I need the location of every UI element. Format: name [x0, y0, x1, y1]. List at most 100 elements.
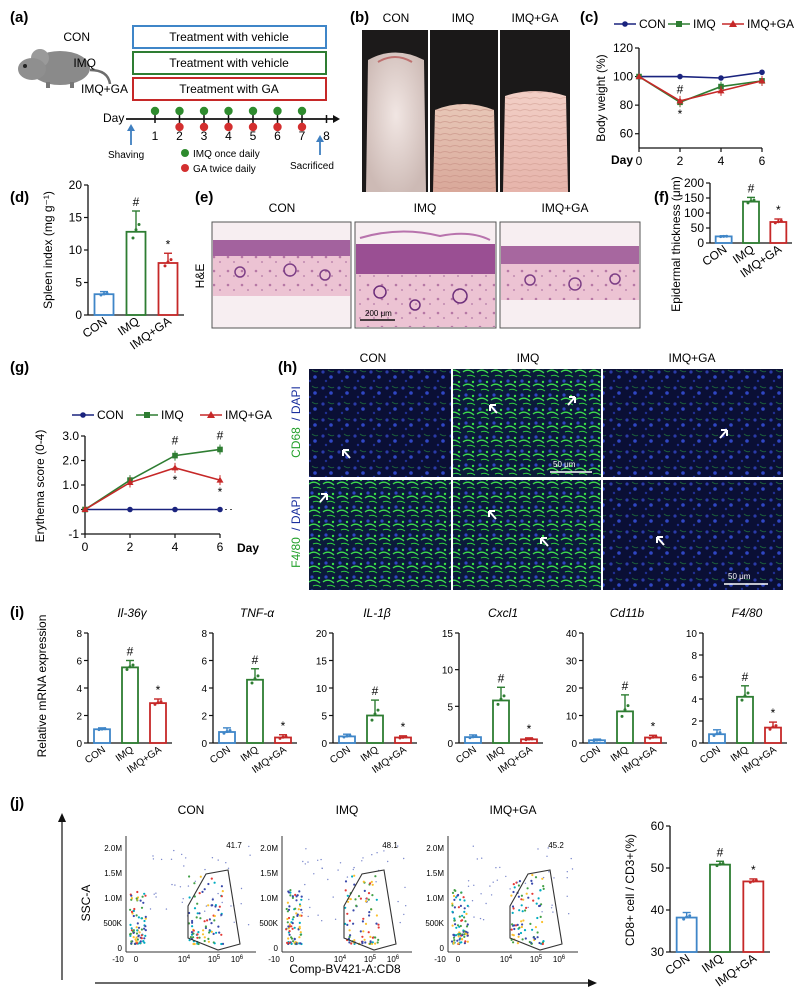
flow-event — [295, 912, 298, 915]
flow-event — [465, 912, 468, 916]
flow-event — [194, 880, 196, 882]
flow-event — [352, 909, 355, 912]
flow-event — [293, 937, 296, 940]
series-line-imq-ga — [638, 75, 763, 102]
flow-x-tick-exp: 5 — [539, 955, 543, 961]
ga-dose-dot-icon — [297, 122, 307, 132]
data-point — [401, 735, 405, 739]
flow-event — [299, 914, 302, 917]
data-point — [768, 727, 772, 731]
y-axis-title: CD8+ cell / CD3+(%) — [623, 834, 637, 946]
flow-event — [374, 936, 377, 939]
flow-event — [185, 857, 187, 859]
y-tick-label: 50 — [651, 861, 665, 875]
flow-event — [197, 942, 200, 946]
flow-event — [365, 898, 367, 900]
flow-event — [300, 895, 303, 898]
flow-event — [399, 921, 401, 924]
flow-event — [465, 925, 469, 928]
data-point — [776, 220, 780, 224]
flow-event — [468, 906, 470, 908]
y-tick-label: 60 — [651, 819, 665, 833]
significance-mark: # — [133, 195, 140, 209]
treatment-text-imq: Treatment with vehicle — [169, 56, 289, 70]
flow-x-tick-label: 106 — [387, 955, 400, 964]
panel-b-label: (b) — [350, 9, 369, 26]
panel-i-label: (i) — [10, 604, 24, 621]
flow-event — [321, 920, 323, 922]
y-tick-label: 10 — [566, 712, 578, 723]
data-point — [253, 677, 257, 681]
flow-y-tick-label: 1.0M — [260, 894, 278, 903]
flow-event — [481, 857, 483, 859]
flow-event — [364, 941, 367, 944]
flow-event — [285, 907, 288, 911]
flow-event — [517, 884, 521, 887]
data-point — [592, 739, 596, 743]
flow-event — [525, 892, 528, 895]
flow-event — [313, 873, 315, 875]
flow-event — [351, 875, 354, 878]
flow-event — [205, 905, 208, 907]
y-tick-label: 2.0 — [62, 454, 79, 468]
flow-event — [547, 847, 549, 849]
bar-imq-ga — [764, 726, 782, 744]
flow-event — [510, 923, 514, 926]
data-point — [499, 697, 503, 701]
flow-event — [538, 941, 541, 945]
flow-event — [452, 936, 456, 939]
flow-event — [290, 942, 293, 946]
flow-event — [451, 910, 454, 913]
bar-imq — [121, 666, 139, 744]
point-con — [677, 73, 683, 80]
flow-event — [129, 932, 132, 936]
flow-event — [463, 907, 466, 910]
panel-a: (a) CON Treatment with vehicle IMQ Treat… — [10, 9, 340, 175]
flow-event — [362, 930, 365, 933]
flow-event — [454, 889, 457, 893]
flow-event — [512, 890, 515, 894]
flow-event — [522, 919, 525, 922]
treatment-box-imq — [132, 51, 327, 75]
y-tick-label: 2 — [691, 717, 697, 728]
data-point — [137, 223, 141, 227]
significance-mark: * — [166, 237, 171, 251]
flow-event — [287, 916, 291, 920]
point-con — [217, 506, 223, 513]
flow-event — [517, 933, 521, 936]
flow-event — [198, 892, 201, 895]
flow-event — [361, 935, 364, 938]
flow-xaxis-arrow-icon — [588, 979, 597, 987]
flow-event — [464, 920, 467, 923]
data-point — [131, 663, 135, 667]
flow-event — [292, 916, 295, 919]
flow-x-tick-label: 104 — [334, 955, 347, 964]
flow-event — [464, 940, 467, 943]
flow-event — [346, 876, 349, 878]
flow-x-tick-label: -10 — [434, 955, 446, 964]
flow-event — [534, 926, 538, 929]
flow-event — [134, 942, 137, 946]
flow-event — [466, 940, 469, 943]
data-point — [774, 724, 778, 728]
flow-event — [137, 926, 141, 929]
flow-y-tick-label: 0 — [440, 944, 445, 953]
erythema-score-chart: CON IMQ IMQ+GA-101.02.03.00 2 4 6 DayErythema … — [33, 408, 272, 555]
bar-imq-ga — [769, 221, 788, 244]
data-point — [718, 731, 722, 735]
flow-event — [495, 867, 497, 869]
flow-event — [337, 869, 339, 871]
flow-event — [566, 895, 568, 897]
flow-event — [296, 914, 299, 918]
panel-h: (h) CON IMQ IMQ+GA CD68 / DAPI F4/80 / D… — [278, 351, 783, 590]
photo-title-imq: IMQ — [452, 11, 475, 25]
flow-event — [137, 916, 140, 919]
flow-event — [140, 928, 143, 931]
flow-event — [466, 923, 469, 926]
flow-event — [463, 916, 466, 919]
flow-event — [451, 924, 454, 927]
y-tick-label: 0 — [201, 739, 207, 750]
data-point — [348, 734, 352, 738]
